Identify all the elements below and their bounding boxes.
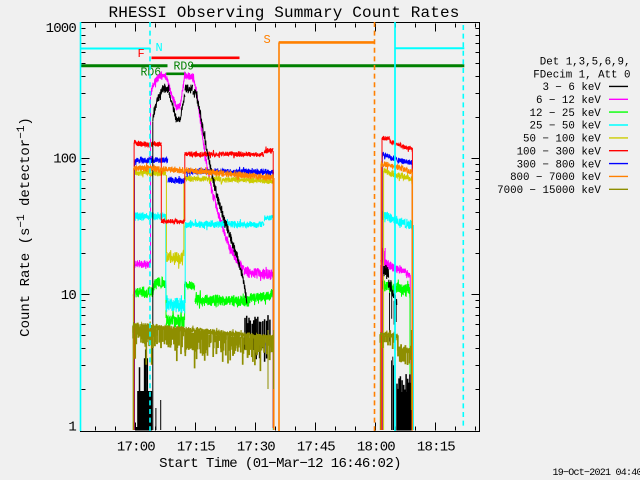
svg-text:RD6: RD6: [141, 67, 162, 80]
svg-text:10: 10: [61, 288, 77, 304]
svg-text:FDecim 1, Att 0: FDecim 1, Att 0: [533, 69, 630, 81]
svg-text:17:00: 17:00: [117, 440, 155, 456]
svg-text:100 − 300 keV: 100 − 300 keV: [517, 146, 602, 158]
svg-text:RHESSI Observing Summary Count: RHESSI Observing Summary Count Rates: [108, 4, 459, 22]
svg-text:800 − 7000 keV: 800 − 7000 keV: [510, 172, 601, 184]
svg-text:1: 1: [68, 419, 76, 435]
svg-text:100: 100: [53, 152, 76, 168]
svg-text:Det 1,3,5,6,9,: Det 1,3,5,6,9,: [540, 56, 631, 68]
svg-text:19−Oct−2021 04:40: 19−Oct−2021 04:40: [553, 468, 640, 479]
svg-text:17:15: 17:15: [177, 440, 215, 456]
svg-text:Start Time (01−Mar−12 16:46:02: Start Time (01−Mar−12 16:46:02): [159, 456, 401, 472]
svg-text:F: F: [138, 47, 145, 61]
svg-text:17:30: 17:30: [237, 440, 275, 456]
svg-text:S: S: [264, 33, 271, 47]
svg-text:N: N: [156, 41, 163, 55]
svg-text:18:15: 18:15: [417, 440, 455, 456]
svg-text:1000: 1000: [46, 21, 77, 37]
svg-text:17:45: 17:45: [297, 440, 335, 456]
svg-text:25 − 50 keV: 25 − 50 keV: [530, 121, 602, 133]
svg-text:6 − 12 keV: 6 − 12 keV: [536, 95, 601, 107]
svg-text:RD9: RD9: [174, 61, 195, 74]
svg-text:7000 − 15000 keV: 7000 − 15000 keV: [497, 185, 601, 197]
svg-text:Count Rate (s−1 detector−1): Count Rate (s−1 detector−1): [16, 117, 34, 337]
svg-text:3 − 6 keV: 3 − 6 keV: [542, 82, 601, 94]
svg-text:12 − 25 keV: 12 − 25 keV: [530, 108, 602, 120]
svg-text:50 − 100 keV: 50 − 100 keV: [523, 134, 601, 146]
svg-text:300 − 800 keV: 300 − 800 keV: [517, 159, 602, 171]
svg-text:18:00: 18:00: [357, 440, 395, 456]
